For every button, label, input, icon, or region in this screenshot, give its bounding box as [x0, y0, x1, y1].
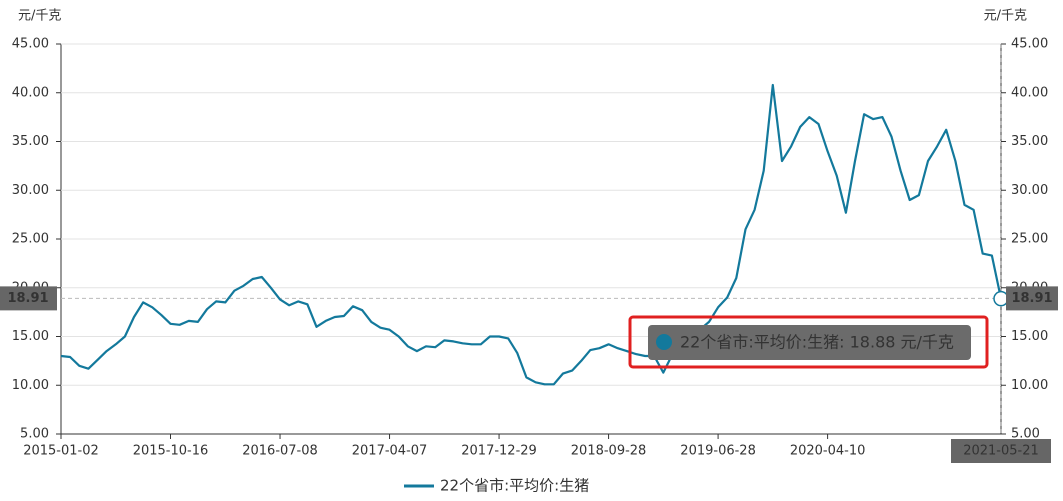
x-tick-label: 2019-06-28 [680, 444, 756, 459]
x-tick-label: 2015-10-16 [133, 444, 209, 459]
axis-pointer-label: 18.91 [7, 291, 48, 306]
x-pointer-label-bg [951, 439, 1051, 463]
axis-pointer-label: 18.91 [1011, 291, 1052, 306]
x-tick-label: 2020-04-10 [790, 444, 866, 459]
x-tick-label: 2017-04-07 [352, 444, 428, 459]
y2-tick-label: 40.00 [1011, 85, 1048, 100]
highlight-box [628, 315, 989, 369]
tooltip-bg [648, 325, 971, 360]
y-tick-label: 25.00 [12, 232, 49, 247]
y2-tick-label: 25.00 [1011, 232, 1048, 247]
y-tick-label: 5.00 [20, 427, 49, 442]
y2-tick-label: 30.00 [1011, 183, 1048, 198]
tooltip-text: 22个省市:平均价:生猪: 18.88 元/千克 [680, 333, 954, 352]
legend-label: 22个省市:平均价:生猪 [440, 477, 589, 495]
x-pointer-label: 2021-05-21 [963, 444, 1039, 459]
y2-tick-label: 35.00 [1011, 134, 1048, 149]
y-tick-label: 35.00 [12, 134, 49, 149]
y2-axis-unit: 元/千克 [984, 9, 1027, 24]
y2-tick-label: 45.00 [1011, 37, 1048, 52]
y-tick-label: 45.00 [12, 37, 49, 52]
x-tick-label: 2017-12-29 [461, 444, 537, 459]
axis-pointer-label-bg [1006, 286, 1058, 311]
y-tick-label: 15.00 [12, 329, 49, 344]
y-tick-label: 30.00 [12, 183, 49, 198]
hover-point [993, 290, 1009, 307]
axis-pointer-label-bg [0, 286, 57, 311]
tooltip-dot [656, 334, 672, 350]
y-axis-unit: 元/千克 [18, 9, 61, 24]
y-tick-label: 40.00 [12, 85, 49, 100]
y2-tick-label: 5.00 [1011, 427, 1040, 442]
x-tick-label: 2018-09-28 [571, 444, 647, 459]
y2-tick-label: 15.00 [1011, 329, 1048, 344]
x-tick-label: 2016-07-08 [242, 444, 318, 459]
x-tick-label: 2015-01-02 [23, 444, 99, 459]
y2-tick-label: 10.00 [1011, 378, 1048, 393]
y-tick-label: 10.00 [12, 378, 49, 393]
series-line [60, 83, 1003, 386]
